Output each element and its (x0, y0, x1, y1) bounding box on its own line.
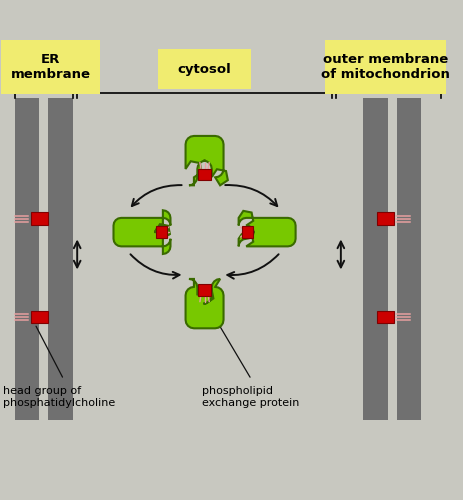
Bar (243, 226, 253, 238)
Text: outer membrane
of mitochondrion: outer membrane of mitochondrion (321, 53, 450, 81)
Bar (48, 98, 73, 420)
Bar (156, 226, 167, 238)
Text: phospholipid
exchange protein: phospholipid exchange protein (202, 386, 300, 408)
Polygon shape (113, 210, 170, 254)
Bar (31, 212, 48, 225)
Bar (397, 98, 421, 420)
FancyBboxPatch shape (1, 40, 100, 94)
FancyBboxPatch shape (157, 49, 251, 89)
Polygon shape (238, 211, 295, 246)
Bar (15, 98, 39, 420)
Bar (377, 311, 394, 324)
Text: head group of
phosphatidylcholine: head group of phosphatidylcholine (3, 386, 116, 408)
Bar (377, 212, 394, 225)
Text: ER
membrane: ER membrane (10, 53, 90, 81)
Text: cytosol: cytosol (178, 62, 232, 76)
Polygon shape (186, 279, 224, 328)
Bar (363, 98, 388, 420)
Bar (199, 284, 211, 296)
Bar (31, 311, 48, 324)
Bar (199, 168, 211, 180)
Polygon shape (186, 136, 228, 186)
FancyBboxPatch shape (325, 40, 446, 94)
